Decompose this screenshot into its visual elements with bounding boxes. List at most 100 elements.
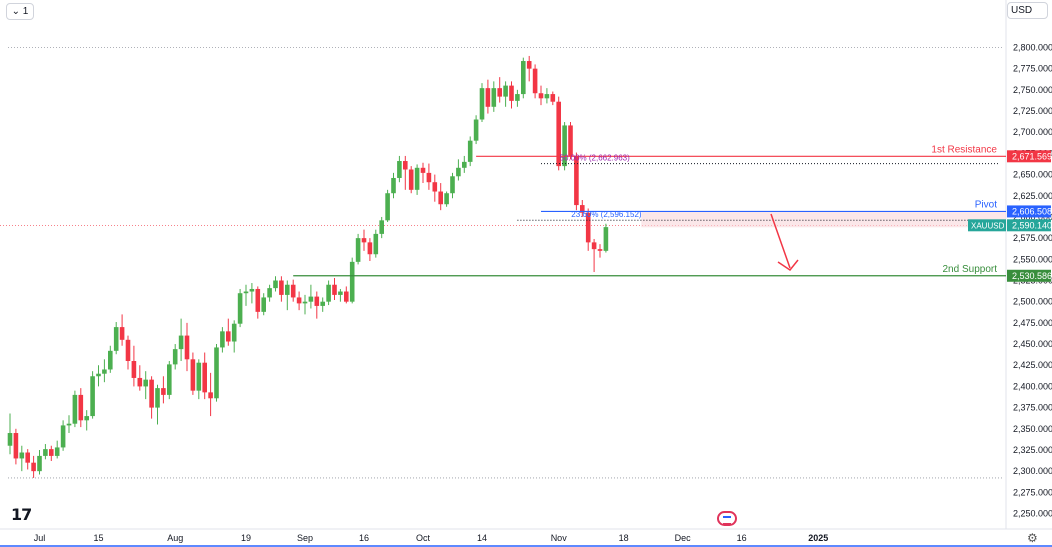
tradingview-logo: 17 [11, 505, 32, 524]
x-tick-label: 18 [619, 533, 629, 543]
candle-down [125, 339, 131, 361]
economic-event-icon[interactable] [717, 511, 737, 526]
candle-up [267, 288, 272, 298]
fib-label: 50.00% (2,662.963) [560, 154, 631, 163]
candle-down [13, 433, 19, 459]
x-tick-label: 2025 [808, 533, 828, 543]
candle-down [131, 361, 137, 378]
candle-up [96, 373, 101, 377]
candle-down [509, 85, 514, 101]
candle-down [497, 88, 502, 97]
candle-down [432, 182, 438, 192]
candle-down [580, 205, 585, 213]
candle-up [456, 167, 461, 177]
level-label: Pivot [975, 199, 997, 210]
x-tick-label: Aug [167, 533, 183, 543]
candle-down [49, 449, 54, 456]
candle-up [414, 167, 420, 190]
candle-down [403, 161, 408, 170]
level-price-tag [1007, 150, 1051, 163]
candle-up [90, 376, 95, 417]
candle-down [190, 359, 196, 391]
candle-up [243, 291, 249, 294]
candle-up [349, 261, 355, 302]
candle-down [208, 392, 213, 399]
x-tick-label: Nov [551, 533, 568, 543]
candle-up [143, 379, 148, 387]
candle-up [385, 193, 390, 221]
candle-up [302, 301, 308, 304]
candle-up [43, 449, 48, 456]
candle-up [521, 61, 526, 95]
candle-down [550, 94, 556, 102]
candle-down [137, 377, 143, 387]
level-price-label: 2,671.569 [1012, 151, 1052, 161]
fib-label: 23.60% (2,596.152) [571, 210, 642, 219]
candle-down [25, 452, 30, 463]
candle-down [485, 88, 491, 107]
level-label: 1st Resistance [931, 144, 997, 155]
candle-up [562, 125, 567, 167]
candle-down [585, 212, 591, 243]
y-tick-label: 2,625.000 [1013, 191, 1052, 201]
x-tick-label: Sep [297, 533, 313, 543]
candle-down [526, 61, 532, 69]
candle-up [462, 161, 467, 168]
level-price-tag [1007, 269, 1051, 282]
candle-up [603, 227, 609, 251]
candle-up [37, 455, 42, 472]
candle-up [220, 331, 225, 348]
candle-up [320, 301, 325, 306]
candle-down [296, 297, 302, 304]
y-tick-label: 2,300.000 [1013, 466, 1052, 476]
y-tick-label: 2,725.000 [1013, 106, 1052, 116]
candle-up [84, 416, 89, 421]
candle-down [332, 284, 337, 295]
interval-button[interactable]: ⌄ 1 [6, 3, 34, 20]
candle-up [373, 233, 379, 255]
y-tick-label: 2,275.000 [1013, 487, 1052, 497]
current-price-tag [1007, 219, 1051, 232]
candle-down [184, 335, 190, 360]
candle-down [255, 288, 261, 312]
candle-down [538, 93, 544, 99]
candle-up [214, 347, 219, 399]
candle-up [172, 349, 178, 365]
candle-down [420, 167, 426, 173]
y-tick-label: 2,450.000 [1013, 339, 1052, 349]
candle-up [196, 362, 202, 391]
y-tick-label: 2,425.000 [1013, 360, 1052, 370]
level-price-label: 2,530.586 [1012, 271, 1052, 281]
candle-up [113, 327, 119, 351]
candle-down [556, 101, 561, 167]
candle-up [60, 425, 66, 448]
candle-up [308, 296, 314, 302]
candle-down [226, 331, 231, 342]
candle-down [367, 242, 373, 255]
candle-up [7, 433, 13, 446]
y-tick-label: 2,350.000 [1013, 424, 1052, 434]
candle-up [515, 94, 520, 101]
candle-up [261, 297, 266, 312]
candle-down [568, 125, 573, 156]
y-tick-label: 2,500.000 [1013, 297, 1052, 307]
y-tick-label: 2,775.000 [1013, 64, 1052, 74]
candle-up [108, 350, 113, 370]
x-tick-label: Oct [416, 533, 431, 543]
candle-down [344, 291, 349, 302]
candle-up [19, 452, 25, 459]
candle-down [361, 238, 367, 243]
candle-up [444, 193, 449, 205]
candle-up [397, 161, 402, 178]
settings-gear-icon[interactable]: ⚙ [1027, 531, 1038, 545]
y-tick-label: 2,575.000 [1013, 233, 1052, 243]
candle-up [237, 293, 243, 324]
y-tick-label: 2,750.000 [1013, 85, 1052, 95]
candle-up [249, 288, 255, 292]
y-tick-label: 2,475.000 [1013, 318, 1052, 328]
candle-up [66, 423, 72, 426]
y-tick-label: 2,375.000 [1013, 403, 1052, 413]
candle-up [273, 280, 278, 289]
currency-selector[interactable]: USD [1007, 2, 1048, 19]
